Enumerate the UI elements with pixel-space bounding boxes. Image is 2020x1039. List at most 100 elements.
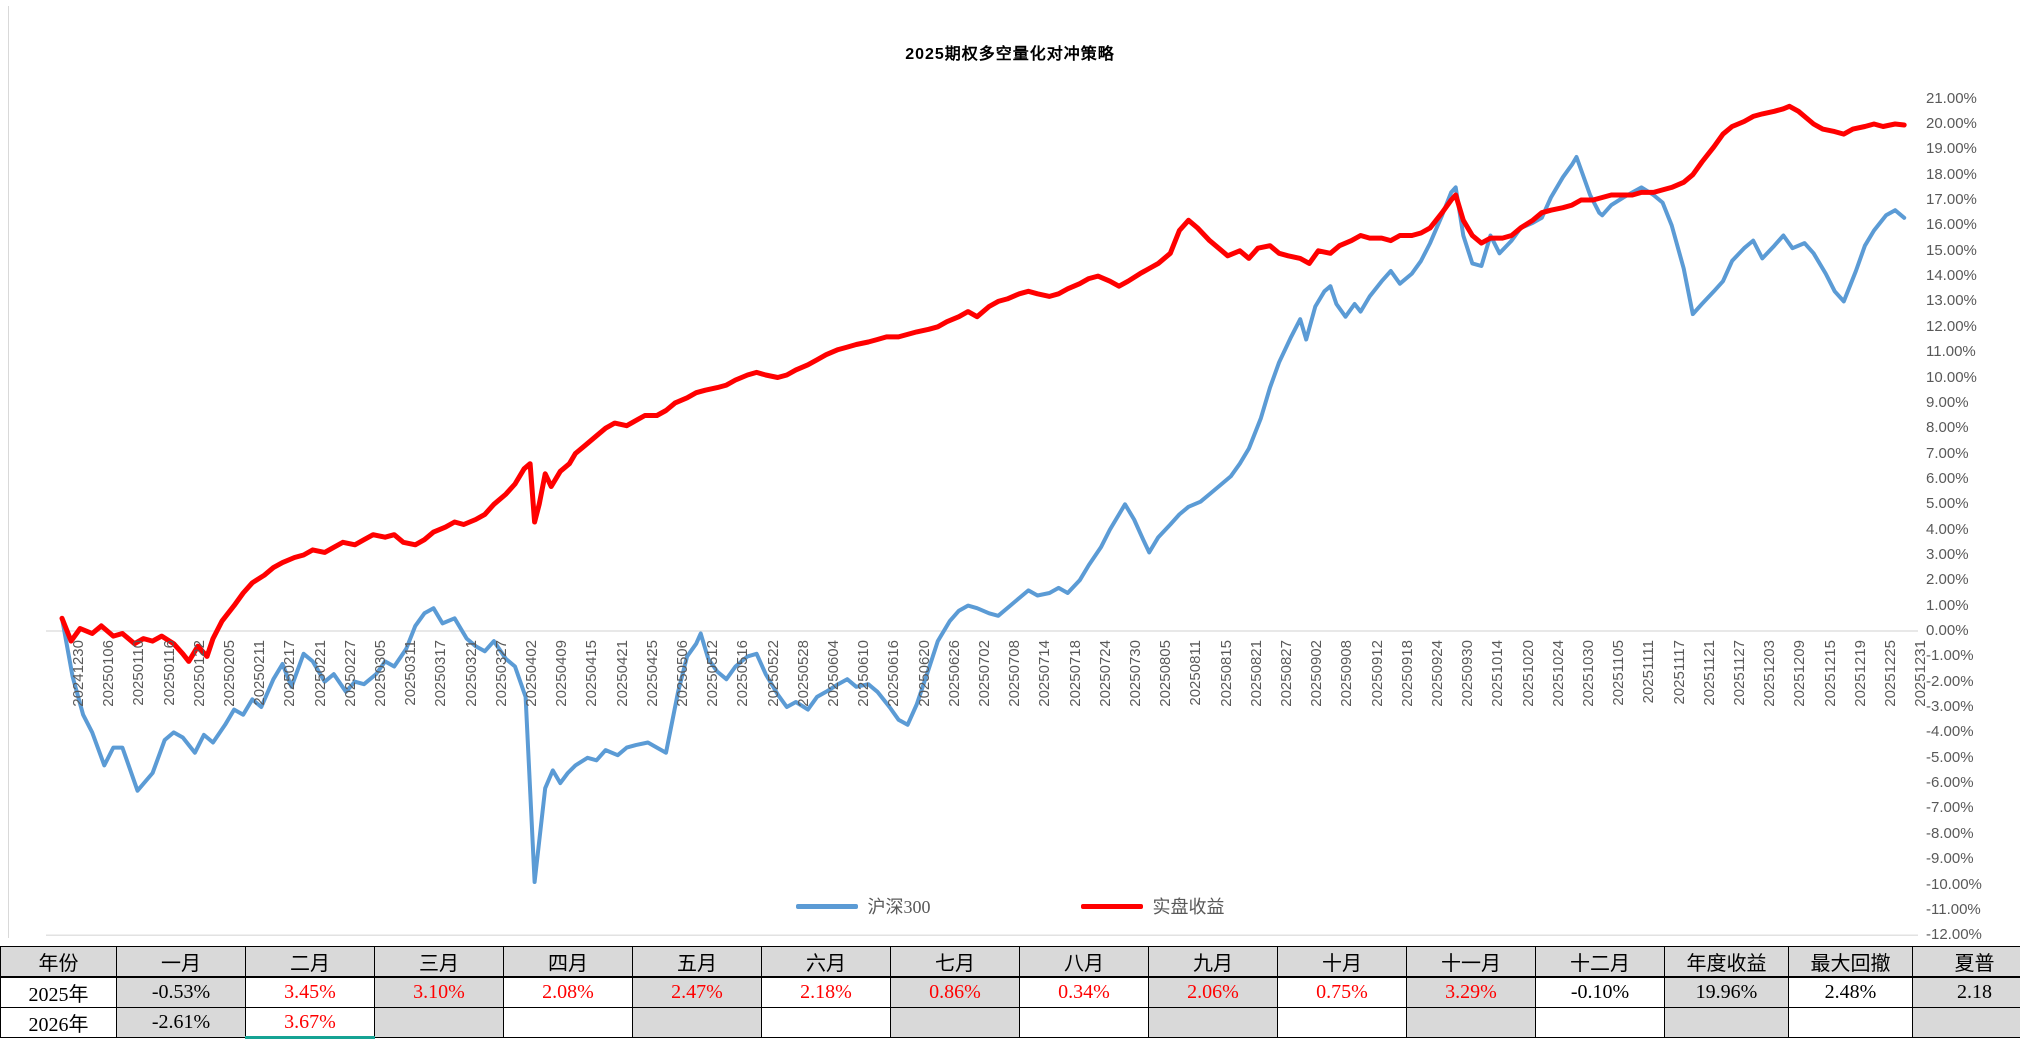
series-line-csi300 — [62, 157, 1904, 882]
table-cell[interactable]: -0.10% — [1536, 977, 1665, 1008]
table-cell[interactable]: 3.45% — [246, 977, 375, 1008]
x-tick-label: 20250626 — [946, 640, 963, 707]
table-header-cell: 四月 — [504, 947, 633, 978]
y-tick-label: 10.00% — [1926, 369, 1977, 386]
table-row: 2026年-2.61%3.67% — [1, 1008, 2020, 1038]
x-tick-label: 20250908 — [1338, 640, 1355, 707]
y-tick-label: -9.00% — [1926, 850, 1974, 867]
x-tick-label: 20251111 — [1640, 640, 1657, 703]
x-tick-label: 20250217 — [281, 640, 298, 707]
table-cell[interactable]: -2.61% — [117, 1008, 246, 1038]
table-cell[interactable]: 0.75% — [1278, 977, 1407, 1008]
table-cell[interactable] — [1665, 1008, 1789, 1038]
x-tick-label: 20250311 — [402, 640, 419, 706]
x-tick-label: 20250421 — [614, 640, 631, 707]
strategy-performance-chart: 2025期权多空量化对冲策略 21.00%20.00%19.00%18.00%1… — [0, 0, 2020, 946]
table-header-cell: 二月 — [246, 947, 375, 978]
x-tick-label: 20250116 — [161, 640, 178, 706]
table-cell[interactable] — [633, 1008, 762, 1038]
x-tick-label: 20250702 — [976, 640, 993, 707]
y-tick-label: -10.00% — [1926, 876, 1982, 893]
x-tick-label: 20250528 — [795, 640, 812, 707]
table-header-cell: 十一月 — [1407, 947, 1536, 978]
table-cell[interactable] — [1020, 1008, 1149, 1038]
plot-area — [0, 0, 2020, 946]
table-cell[interactable]: 0.86% — [891, 977, 1020, 1008]
x-tick-label: 20250106 — [100, 640, 117, 707]
y-tick-label: -5.00% — [1926, 749, 1974, 766]
legend-item-csi300: 沪深300 — [796, 893, 931, 919]
table-cell[interactable]: 2025年 — [1, 977, 117, 1008]
table-cell[interactable]: -0.53% — [117, 977, 246, 1008]
x-tick-label: 20250110 — [130, 640, 147, 706]
table-cell[interactable] — [1149, 1008, 1278, 1038]
x-tick-label: 20250724 — [1097, 640, 1114, 707]
table-cell[interactable] — [1913, 1008, 2020, 1038]
table-row: 2025年-0.53%3.45%3.10%2.08%2.47%2.18%0.86… — [1, 977, 2020, 1008]
x-tick-label: 20250714 — [1036, 640, 1053, 707]
table-header-cell: 三月 — [375, 947, 504, 978]
y-tick-label: 9.00% — [1926, 394, 1969, 411]
y-tick-label: 6.00% — [1926, 470, 1969, 487]
y-tick-label: 17.00% — [1926, 191, 1977, 208]
x-tick-label: 20250516 — [734, 640, 751, 707]
x-tick-label: 20250221 — [312, 640, 329, 707]
table-cell[interactable] — [375, 1008, 504, 1038]
table-header-cell: 一月 — [117, 947, 246, 978]
x-tick-label: 20251030 — [1580, 640, 1597, 707]
table-cell[interactable]: 0.34% — [1020, 977, 1149, 1008]
x-tick-label: 20241230 — [70, 640, 87, 707]
x-tick-label: 20250918 — [1399, 640, 1416, 707]
table-body: 2025年-0.53%3.45%3.10%2.08%2.47%2.18%0.86… — [1, 977, 2020, 1038]
table-cell[interactable] — [1536, 1008, 1665, 1038]
table-cell[interactable]: 2.48% — [1789, 977, 1913, 1008]
y-tick-label: -1.00% — [1926, 647, 1974, 664]
table-cell[interactable] — [1278, 1008, 1407, 1038]
monthly-returns-table: 年份一月二月三月四月五月六月七月八月九月十月十一月十二月年度收益最大回撤夏普 2… — [0, 946, 2020, 1032]
y-tick-label: -3.00% — [1926, 698, 1974, 715]
x-tick-label: 20250227 — [342, 640, 359, 707]
table-header-cell: 年度收益 — [1665, 947, 1789, 978]
x-tick-label: 20250811 — [1187, 640, 1204, 706]
table-cell[interactable]: 3.10% — [375, 977, 504, 1008]
table-header-cell: 九月 — [1149, 947, 1278, 978]
x-tick-label: 20250211 — [251, 640, 268, 706]
x-tick-label: 20250205 — [221, 640, 238, 707]
y-tick-label: 4.00% — [1926, 521, 1969, 538]
x-tick-label: 20251121 — [1701, 640, 1718, 706]
x-tick-label: 20250317 — [432, 640, 449, 707]
table-cell[interactable]: 3.29% — [1407, 977, 1536, 1008]
table-cell[interactable]: 2026年 — [1, 1008, 117, 1038]
x-tick-label: 20251117 — [1671, 640, 1688, 705]
table-cell[interactable] — [1407, 1008, 1536, 1038]
y-tick-label: 11.00% — [1926, 343, 1976, 360]
x-tick-label: 20251203 — [1761, 640, 1778, 707]
x-tick-label: 20250616 — [885, 640, 902, 707]
y-tick-label: 1.00% — [1926, 597, 1969, 614]
table-cell[interactable] — [1789, 1008, 1913, 1038]
table-cell[interactable]: 3.67% — [246, 1008, 375, 1038]
table-cell[interactable]: 2.18% — [762, 977, 891, 1008]
table-cell[interactable] — [504, 1008, 633, 1038]
y-tick-label: -7.00% — [1926, 799, 1974, 816]
x-tick-label: 20250402 — [523, 640, 540, 707]
y-tick-label: -8.00% — [1926, 825, 1974, 842]
table-cell[interactable]: 2.18 — [1913, 977, 2020, 1008]
table-header-cell: 夏普 — [1913, 947, 2020, 978]
table-header-cell: 八月 — [1020, 947, 1149, 978]
x-tick-label: 20250805 — [1157, 640, 1174, 707]
table-cell[interactable]: 2.47% — [633, 977, 762, 1008]
table-cell[interactable]: 2.08% — [504, 977, 633, 1008]
table-header-cell: 十月 — [1278, 947, 1407, 978]
series-line-strategy — [62, 106, 1904, 661]
y-tick-label: 18.00% — [1926, 166, 1977, 183]
table-cell[interactable] — [891, 1008, 1020, 1038]
x-tick-label: 20250708 — [1006, 640, 1023, 707]
table-cell[interactable]: 2.06% — [1149, 977, 1278, 1008]
table-header-cell: 五月 — [633, 947, 762, 978]
legend-line-swatch — [1081, 904, 1143, 909]
x-tick-label: 20251024 — [1550, 640, 1567, 707]
table-cell[interactable] — [762, 1008, 891, 1038]
table-cell[interactable]: 19.96% — [1665, 977, 1789, 1008]
